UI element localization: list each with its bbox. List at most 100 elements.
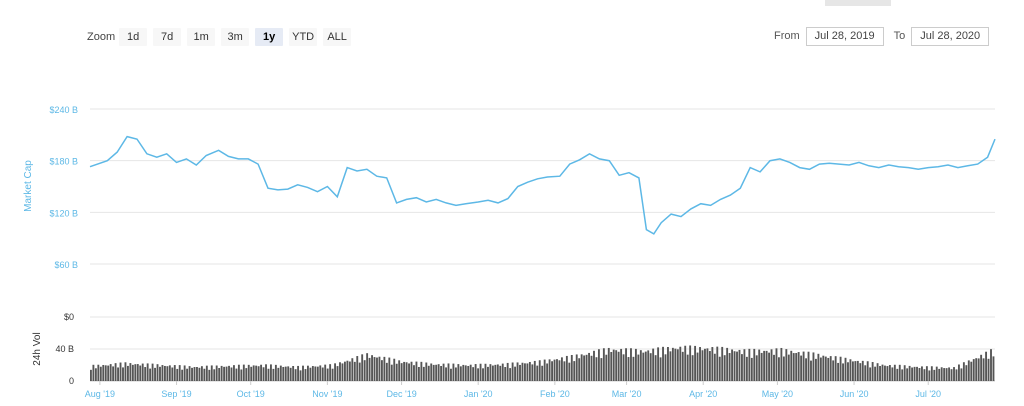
volume-bar (398, 360, 401, 381)
volume-bar (413, 365, 415, 381)
volume-bar (560, 357, 563, 381)
volume-bar (723, 355, 726, 381)
volume-bar (977, 358, 980, 381)
volume-bar (233, 365, 235, 381)
volume-bar (578, 358, 581, 381)
volume-bar (294, 369, 297, 381)
volume-bar (711, 347, 714, 381)
zoom-button-ytd[interactable]: YTD (289, 28, 318, 46)
x-tick-label: Jun '20 (840, 389, 869, 399)
volume-bar (499, 365, 502, 381)
x-tick-label: Feb '20 (540, 389, 570, 399)
volume-bar (585, 354, 588, 381)
volume-bar (805, 358, 807, 381)
volume-bar (477, 368, 480, 381)
volume-bar (474, 364, 477, 381)
volume-bar (112, 366, 115, 381)
volume-bar (213, 369, 216, 381)
x-tick-label: Nov '19 (312, 389, 342, 399)
volume-bar (627, 357, 630, 381)
volume-bar (662, 346, 664, 381)
volume-bar (319, 365, 322, 381)
from-date-input[interactable]: Jul 28, 2019 (805, 26, 884, 46)
date-range: From Jul 28, 2019 To Jul 28, 2020 (774, 26, 990, 46)
volume-bar (302, 365, 304, 381)
volume-bar (810, 360, 812, 381)
volume-bar (716, 346, 719, 381)
volume-bar (933, 369, 936, 381)
volume-bar (871, 362, 874, 381)
volume-bar (265, 364, 267, 381)
volume-bar (795, 353, 798, 381)
volume-bar (380, 360, 383, 381)
volume-bar (684, 345, 687, 381)
volume-bar (958, 364, 960, 381)
volume-bar (334, 363, 336, 381)
volume-bar (874, 366, 877, 381)
volume-bar (124, 362, 127, 381)
volume-bar (161, 365, 164, 381)
zoom-button-1y[interactable]: 1y (255, 28, 284, 46)
volume-bar (785, 349, 788, 381)
volume-bar (284, 366, 287, 381)
volume-bar (765, 350, 768, 381)
volume-bar (908, 365, 911, 381)
volume-bar (691, 355, 694, 381)
volume-bar (173, 365, 176, 381)
volume-bar (565, 355, 568, 381)
volume-bar (410, 361, 413, 381)
volume-bar (506, 362, 509, 381)
volume-bar (551, 361, 553, 381)
volume-bar (489, 364, 492, 381)
zoom-button-1d[interactable]: 1d (119, 28, 148, 46)
zoom-toolbar: Zoom 1d 7d 1m 3m 1y YTD ALL (87, 27, 357, 47)
volume-bar (568, 362, 571, 381)
volume-bar (879, 366, 881, 381)
volume-bar (948, 367, 951, 381)
volume-bar (985, 351, 988, 381)
volume-bar (903, 365, 906, 381)
volume-bar (876, 363, 879, 381)
volume-bar (916, 366, 918, 381)
zoom-button-7d[interactable]: 7d (153, 28, 182, 46)
zoom-button-3m[interactable]: 3m (221, 28, 250, 46)
volume-bar (119, 362, 122, 381)
volume-bar (472, 367, 475, 381)
volume-bar (314, 366, 317, 381)
volume-bar (400, 363, 403, 381)
volume-bar (706, 348, 709, 381)
volume-bar (159, 366, 161, 381)
volume-bar (203, 368, 206, 381)
volume-bar (837, 362, 840, 381)
volume-bar (193, 367, 196, 381)
volume-bar (637, 354, 640, 381)
volume-bar (647, 350, 650, 381)
volume-bar (260, 364, 263, 381)
top-tab[interactable] (825, 0, 891, 6)
volume-bar (888, 365, 891, 381)
volume-bar (726, 347, 729, 381)
volume-bar (136, 364, 139, 381)
volume-bar (738, 349, 741, 381)
volume-bar (526, 363, 529, 381)
zoom-button-1m[interactable]: 1m (187, 28, 216, 46)
volume-bar (351, 358, 354, 381)
grid-lines (90, 108, 995, 382)
volume-bar (166, 366, 169, 381)
volume-bar (524, 363, 526, 381)
zoom-button-all[interactable]: ALL (323, 28, 352, 46)
volume-bar (491, 365, 494, 381)
volume-bar (778, 357, 780, 381)
volume-bar (953, 367, 955, 381)
volume-bar (245, 368, 248, 381)
volume-bar (321, 367, 324, 381)
volume-bar (129, 363, 132, 381)
volume-bar (775, 348, 778, 381)
volume-bar (800, 355, 803, 381)
volume-bar (176, 368, 179, 381)
volume-bar (528, 361, 531, 381)
y-tick-label: $240 B (49, 105, 78, 115)
to-date-input[interactable]: Jul 28, 2020 (911, 26, 990, 46)
volume-bar (861, 360, 864, 381)
volume-bar (839, 356, 842, 381)
